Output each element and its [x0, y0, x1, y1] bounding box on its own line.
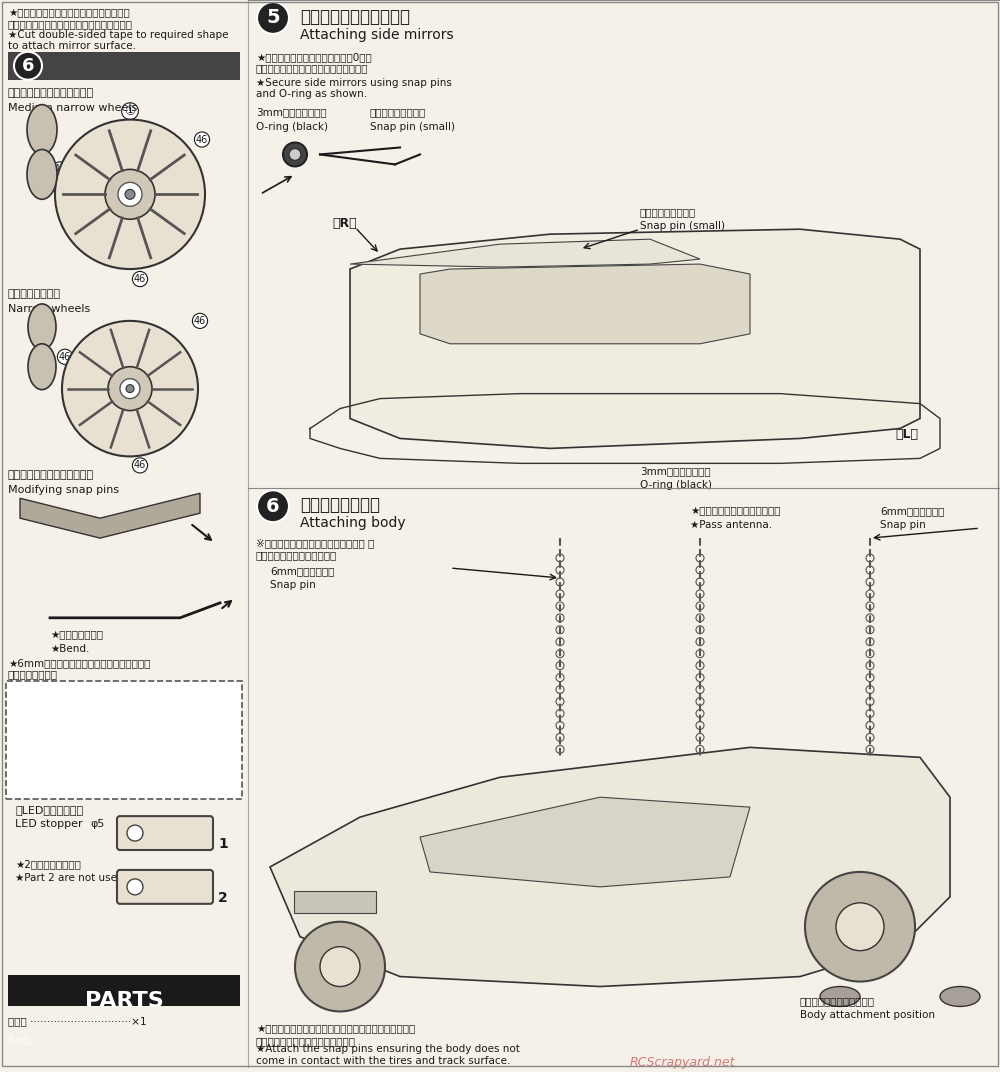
Text: ①: ①: [124, 105, 136, 118]
Text: RCScrapyard.net: RCScrapyard.net: [630, 1056, 736, 1069]
Text: 46: 46: [134, 274, 146, 284]
Circle shape: [14, 51, 42, 79]
Text: Body: Body: [8, 1037, 34, 1046]
Text: 46: 46: [194, 316, 206, 326]
Text: スナップピン（小）: スナップピン（小）: [640, 207, 696, 218]
Text: 46: 46: [59, 352, 71, 361]
Text: 3mmオリング（黒）: 3mmオリング（黒）: [256, 107, 327, 118]
Ellipse shape: [27, 105, 57, 154]
Text: ★2は使用しません。: ★2は使用しません。: [15, 859, 81, 869]
Text: ★アンテナパイプを通します。: ★アンテナパイプを通します。: [690, 506, 780, 517]
Text: 《ボディの取り付け位置》: 《ボディの取り付け位置》: [800, 997, 875, 1007]
Text: ボディ ······························×1: ボディ ······························×1: [8, 1016, 147, 1026]
Circle shape: [257, 2, 289, 34]
Ellipse shape: [940, 986, 980, 1007]
Circle shape: [108, 367, 152, 411]
Text: 3mmオリング（黒）: 3mmオリング（黒）: [640, 466, 711, 476]
Text: 1: 1: [218, 837, 228, 851]
Text: 《LEDストッパー》: 《LEDストッパー》: [15, 805, 83, 815]
Text: スナップピン（小）: スナップピン（小）: [370, 107, 426, 118]
Text: 《R》: 《R》: [333, 218, 357, 230]
Ellipse shape: [28, 344, 56, 389]
Circle shape: [289, 149, 301, 161]
Text: Narrow wheels: Narrow wheels: [8, 304, 90, 314]
FancyBboxPatch shape: [117, 870, 213, 904]
Circle shape: [105, 169, 155, 220]
Ellipse shape: [28, 304, 56, 349]
Polygon shape: [420, 798, 750, 887]
Text: Body attachment position: Body attachment position: [800, 1011, 935, 1021]
Text: ★To make attaching / detaching easier,
bend snap pins as shown.: ★To make attaching / detaching easier, b…: [8, 686, 214, 708]
Text: 6: 6: [266, 496, 280, 516]
Polygon shape: [270, 747, 950, 986]
Ellipse shape: [820, 986, 860, 1007]
Bar: [8, 51, 240, 79]
Text: 46: 46: [54, 164, 66, 175]
Text: 《L》: 《L》: [895, 429, 918, 442]
Text: 46: 46: [196, 134, 208, 145]
Circle shape: [283, 143, 307, 166]
Text: 6: 6: [22, 57, 34, 75]
Text: ★Pass antenna.: ★Pass antenna.: [690, 520, 772, 531]
Circle shape: [805, 872, 915, 982]
Text: ★Secure side mirrors using snap pins
and O-ring as shown.: ★Secure side mirrors using snap pins and…: [256, 78, 452, 100]
FancyBboxPatch shape: [6, 681, 242, 800]
Text: Snap pin: Snap pin: [270, 580, 316, 590]
Text: 《ナローホイル》: 《ナローホイル》: [8, 289, 61, 299]
Text: Snap pin (small): Snap pin (small): [640, 221, 725, 232]
Circle shape: [125, 190, 135, 199]
Text: 2: 2: [218, 891, 228, 905]
Text: Medium narrow wheels: Medium narrow wheels: [8, 103, 137, 113]
Text: 《スナップピンの折り曲げ》: 《スナップピンの折り曲げ》: [8, 471, 94, 480]
Text: φ5: φ5: [90, 819, 104, 829]
Text: Attaching body: Attaching body: [300, 517, 406, 531]
Text: ★Part 2 are not used.: ★Part 2 are not used.: [15, 873, 127, 883]
Polygon shape: [350, 239, 700, 267]
Text: PARTS: PARTS: [85, 991, 163, 1011]
Circle shape: [120, 378, 140, 399]
Text: O-ring (black): O-ring (black): [256, 121, 328, 132]
Text: 5: 5: [266, 9, 280, 28]
Text: Snap pin (small): Snap pin (small): [370, 121, 455, 132]
Polygon shape: [350, 229, 920, 448]
Text: 6mmスナップピン: 6mmスナップピン: [880, 506, 944, 517]
Text: ★ミラー面の取り付けは両面テープで取り
付けます。形に合わせ切り取って贼ります。: ★ミラー面の取り付けは両面テープで取り 付けます。形に合わせ切り取って贼ります。: [8, 8, 133, 30]
Text: ★折り曲げます。: ★折り曲げます。: [50, 629, 103, 640]
FancyBboxPatch shape: [117, 816, 213, 850]
Circle shape: [62, 321, 198, 457]
Text: ★Bend.: ★Bend.: [50, 643, 89, 654]
Text: サイドミラーの取り付け: サイドミラーの取り付け: [300, 8, 410, 26]
Text: ★Cut double-sided tape to required shape
to attach mirror surface.: ★Cut double-sided tape to required shape…: [8, 30, 228, 51]
Circle shape: [320, 947, 360, 986]
Circle shape: [55, 120, 205, 269]
Polygon shape: [20, 493, 200, 538]
Polygon shape: [420, 264, 750, 344]
Circle shape: [118, 182, 142, 206]
Text: LED stopper: LED stopper: [15, 819, 83, 829]
Text: ※ボディからとび出たボディマウント は
好みに応じて切り取ります。: ※ボディからとび出たボディマウント は 好みに応じて切り取ります。: [256, 538, 374, 560]
Text: Attaching side mirrors: Attaching side mirrors: [300, 28, 454, 42]
Text: ★スナップピンの位置は、ボディがタイヤや路面に接触
しない高さに取り付けてください。: ★スナップピンの位置は、ボディがタイヤや路面に接触 しない高さに取り付けてくださ…: [256, 1025, 415, 1046]
Bar: [8, 974, 240, 1007]
Circle shape: [126, 385, 134, 392]
Circle shape: [127, 879, 143, 895]
Text: 《ミディアムナローホイル》: 《ミディアムナローホイル》: [8, 88, 94, 98]
Text: ボディの取り付け: ボディの取り付け: [300, 496, 380, 515]
Text: ★Attach the snap pins ensuring the body does not
come in contact with the tires : ★Attach the snap pins ensuring the body …: [256, 1044, 520, 1066]
Text: O-ring (black): O-ring (black): [640, 480, 712, 490]
Text: Snap pin: Snap pin: [880, 520, 926, 531]
Text: 6mmスナップピン: 6mmスナップピン: [270, 566, 334, 576]
FancyBboxPatch shape: [294, 891, 376, 912]
Circle shape: [257, 490, 289, 522]
Text: ★6mmスナップピンは折り曲げておくと取り
扱いに便利です。: ★6mmスナップピンは折り曲げておくと取り 扱いに便利です。: [8, 658, 150, 680]
Text: 46: 46: [134, 460, 146, 471]
Ellipse shape: [27, 149, 57, 199]
Circle shape: [127, 825, 143, 842]
Text: Modifying snap pins: Modifying snap pins: [8, 486, 119, 495]
Circle shape: [295, 922, 385, 1012]
Text: ★サイドミラーはボディ内側から0リン
グをはめ、スナップピンで固定します。: ★サイドミラーはボディ内側から0リン グをはめ、スナップピンで固定します。: [256, 51, 372, 73]
Circle shape: [836, 903, 884, 951]
